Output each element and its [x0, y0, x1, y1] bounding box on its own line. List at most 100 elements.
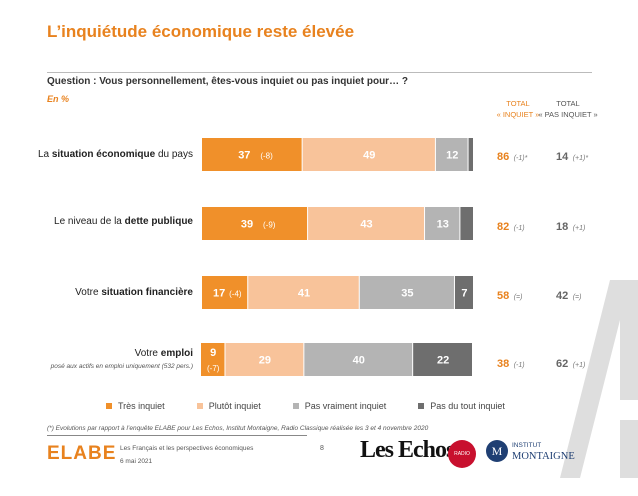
row-label-pre: La: [37, 149, 52, 160]
bar-value-label: 49: [363, 150, 375, 162]
total-pas-diff: (+1)*: [572, 155, 589, 162]
total-inquiet-3: 38 (-1): [497, 354, 525, 372]
total-inquiet-1: 82 (-1): [497, 217, 525, 235]
institut-montaigne-line2: MONTAIGNE: [512, 451, 575, 462]
bar-segment-3-row-1: [460, 207, 473, 240]
row-label-bold: dette publique: [124, 216, 193, 227]
bar-segment-1-row-1: [308, 207, 425, 240]
total-inquiet-value: 38: [497, 358, 510, 370]
legend-pas-vraiment: Pas vraiment inquiet: [292, 401, 387, 411]
row-label-pre: Le niveau de la: [54, 216, 125, 227]
footer-divider: [47, 435, 307, 436]
total-inquiet-value: 58: [497, 290, 510, 302]
total-pas-2: 42 (=): [556, 286, 581, 304]
total-inquiet-header-line2: « INQUIET »: [496, 110, 540, 119]
bar-value-label: 43: [360, 219, 372, 231]
bar-diff-label: (-4): [229, 290, 242, 299]
bar-value-label: 41: [298, 288, 310, 300]
row-note-emploi: posé aux actifs en emploi uniquement (53…: [50, 363, 193, 370]
total-inquiet-header-line1: TOTAL: [506, 99, 530, 108]
bar-value-label: 9: [210, 347, 216, 359]
row-label-pre: Votre: [134, 348, 161, 359]
legend-swatch: [292, 403, 299, 409]
bar-segment-0-row-3: [201, 343, 225, 376]
bar-segment-1-row-0: [302, 138, 435, 171]
bar-segment-2-row-1: [425, 207, 460, 240]
unit-label: En %: [47, 94, 70, 104]
bar-value-label: 22: [437, 355, 449, 367]
legend-plutot-inquiet: Plutôt inquiet: [196, 401, 261, 411]
bar-value-label: 40: [353, 355, 365, 367]
divider: [47, 72, 592, 73]
bar-value-label: 2: [475, 151, 481, 162]
total-inquiet-header: TOTAL « INQUIET »: [493, 98, 543, 120]
elabe-logo: ELABE: [47, 443, 117, 464]
stacked-bar-chart: 37 (-8) 49 12 2 39 (-9) 43 13 5 17 (-4) 41 35 7 9 (-7) 29…: [201, 138, 481, 376]
total-inquiet-value: 86: [497, 151, 510, 163]
bar-value-label: 39: [241, 219, 253, 231]
bar-segment-0-row-1: [202, 207, 308, 240]
row-label-dette: Le niveau de la dette publique: [54, 216, 193, 227]
bar-value-label: 7: [461, 288, 467, 300]
row-label-pre: Votre: [75, 287, 102, 298]
bar-value-label: 29: [259, 355, 271, 367]
bar-diff-label: (-9): [263, 221, 276, 230]
total-pas-value: 18: [556, 221, 569, 233]
total-pas-3: 62 (+1): [556, 354, 585, 372]
legend-label: Très inquiet: [118, 401, 165, 411]
row-label-bold: situation financière: [101, 287, 193, 298]
study-date: 6 mai 2021: [120, 458, 153, 465]
bar-diff-label: (-7): [207, 364, 220, 373]
legend-label: Plutôt inquiet: [208, 401, 261, 411]
legend-tres-inquiet: Très inquiet: [106, 401, 165, 411]
bar-value-label: 35: [401, 288, 413, 300]
total-pas-0: 14 (+1)*: [556, 147, 588, 165]
total-pas-inquiet-header: TOTAL « PAS INQUIET »: [536, 98, 600, 120]
legend-swatch: [106, 403, 112, 409]
study-title: Les Français et les perspectives économi…: [120, 445, 254, 452]
chart-legend: Très inquiet Plutôt inquiet Pas vraiment…: [106, 401, 505, 411]
institut-montaigne-line1: INSTITUT: [512, 442, 542, 449]
page-title: L’inquiétude économique reste élevée: [47, 22, 355, 41]
bar-segment-1-row-3: [225, 343, 304, 376]
total-inquiet-diff: (-1): [513, 362, 525, 369]
total-pas-1: 18 (+1): [556, 217, 585, 235]
total-inquiet-diff: (=): [513, 294, 523, 301]
bar-value-label: 37: [238, 150, 250, 162]
bar-segment-0-row-2: [202, 276, 248, 309]
question-text: Question : Vous personnellement, êtes-vo…: [47, 76, 408, 87]
bar-diff-label: (-8): [260, 152, 273, 161]
legend-label: Pas vraiment inquiet: [304, 401, 387, 411]
institut-montaigne-logo-icon: M: [486, 440, 508, 462]
bar-value-label: 5: [475, 220, 481, 231]
bar-segment-0-row-0: [202, 138, 302, 171]
legend-swatch: [196, 403, 203, 409]
legend-pas-du-tout: Pas du tout inquiet: [418, 401, 505, 411]
row-label-emploi: Votre emploi: [135, 348, 193, 359]
bar-segment-1-row-2: [248, 276, 359, 309]
legend-swatch: [418, 403, 425, 409]
decorative-a-shape-icon: [560, 280, 638, 478]
bar-segment-3-row-2: [454, 276, 473, 309]
total-pas-diff: (+1): [572, 362, 586, 369]
total-pas-value: 14: [556, 151, 569, 163]
total-pas-value: 42: [556, 290, 569, 302]
row-label-economie: La situation économique du pays: [38, 149, 193, 160]
page-number: 8: [320, 445, 324, 452]
bar-segment-2-row-2: [359, 276, 454, 309]
footnote: (*) Evolutions par rapport à l’enquête E…: [47, 425, 429, 432]
bar-segment-3-row-0: [468, 138, 473, 171]
bar-segment-2-row-3: [304, 343, 413, 376]
total-inquiet-diff: (-1)*: [513, 155, 528, 162]
row-label-bold: emploi: [160, 348, 193, 359]
total-pas-value: 62: [556, 358, 569, 370]
bar-value-label: 17: [213, 288, 225, 300]
bar-value-label: 12: [446, 150, 458, 162]
bar-segment-2-row-0: [435, 138, 468, 171]
total-inquiet-value: 82: [497, 221, 510, 233]
radio-classique-logo: RADIO CLASSIQUE: [448, 440, 477, 485]
total-pas-header-line2: « PAS INQUIET »: [538, 110, 598, 119]
row-label-bold: situation économique: [51, 149, 156, 160]
row-label-post: du pays: [155, 149, 193, 160]
total-inquiet-2: 58 (=): [497, 286, 522, 304]
